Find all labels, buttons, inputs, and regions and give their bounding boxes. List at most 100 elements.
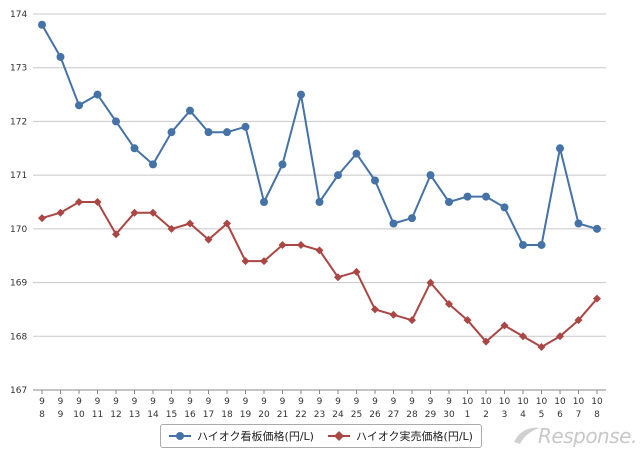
x-tick-label-day: 14 xyxy=(147,410,159,420)
data-point-posted-price xyxy=(445,198,453,206)
data-point-posted-price xyxy=(56,52,65,61)
x-tick-label-month: 9 xyxy=(132,397,138,407)
x-tick-label-day: 21 xyxy=(277,410,288,420)
data-point-actual-price xyxy=(186,219,194,228)
x-tick-label-month: 9 xyxy=(280,397,286,407)
x-tick-label-day: 19 xyxy=(240,410,252,420)
watermark-text: Response. xyxy=(538,424,637,448)
x-tick-label-day: 8 xyxy=(594,410,600,420)
x-tick-label-month: 10 xyxy=(517,397,529,407)
x-tick-label-month: 9 xyxy=(391,397,397,407)
data-point-posted-price xyxy=(93,90,102,99)
x-tick-label-day: 29 xyxy=(425,410,437,420)
x-tick-label-day: 8 xyxy=(39,410,45,420)
data-point-posted-price xyxy=(241,122,250,131)
x-tick-label-month: 9 xyxy=(428,397,434,407)
data-point-actual-price xyxy=(149,208,157,217)
x-tick-label-day: 5 xyxy=(539,410,545,420)
x-tick-label-month: 10 xyxy=(591,397,603,407)
swoosh-logo-icon xyxy=(514,427,540,444)
data-point-actual-price xyxy=(408,316,416,325)
data-point-posted-price xyxy=(204,128,213,137)
series-line-actual-price xyxy=(41,201,598,348)
series-line-posted-price xyxy=(41,24,598,246)
data-point-actual-price xyxy=(56,208,65,217)
data-point-posted-price xyxy=(593,224,601,233)
x-tick-label-month: 9 xyxy=(335,397,341,407)
data-point-posted-price xyxy=(315,198,324,206)
x-tick-label-month: 10 xyxy=(536,397,548,407)
x-tick-label-month: 9 xyxy=(409,397,415,407)
data-point-posted-price xyxy=(463,192,472,201)
x-tick-label-day: 1 xyxy=(465,410,471,420)
x-tick-label-day: 3 xyxy=(502,410,508,420)
data-point-actual-price xyxy=(167,224,176,233)
data-point-posted-price xyxy=(371,176,379,185)
data-point-actual-price xyxy=(352,267,361,276)
data-point-actual-price xyxy=(537,343,546,352)
data-point-actual-price xyxy=(241,257,250,266)
x-tick-label-month: 9 xyxy=(76,397,82,407)
x-tick-label-day: 24 xyxy=(332,410,344,420)
data-point-posted-price xyxy=(408,214,416,223)
data-point-actual-price xyxy=(75,198,83,206)
grid-lines xyxy=(33,13,606,391)
y-tick-label: 172 xyxy=(10,117,27,127)
x-tick-label-day: 7 xyxy=(576,410,582,420)
x-tick-label-day: 9 xyxy=(58,410,64,420)
x-axis: 9899910911912913914915916917918919920921… xyxy=(33,389,606,420)
x-tick-label-month: 10 xyxy=(480,397,492,407)
data-point-actual-price xyxy=(334,273,342,282)
x-tick-label-month: 9 xyxy=(206,397,212,407)
data-point-actual-price xyxy=(463,316,472,325)
x-tick-label-month: 9 xyxy=(224,397,230,407)
x-tick-label-day: 13 xyxy=(129,410,140,420)
x-tick-label-month: 9 xyxy=(39,397,45,407)
data-point-actual-price xyxy=(426,278,435,287)
data-point-actual-price xyxy=(519,332,527,341)
data-point-posted-price xyxy=(75,101,83,110)
data-point-actual-price xyxy=(297,240,305,249)
data-point-posted-price xyxy=(556,144,564,153)
x-tick-label-month: 9 xyxy=(169,397,175,407)
data-point-posted-price xyxy=(574,219,583,228)
response-watermark-logo: Response. xyxy=(512,422,637,448)
y-tick-label: 170 xyxy=(10,225,27,235)
y-tick-label: 167 xyxy=(10,386,27,396)
data-point-actual-price xyxy=(593,294,601,303)
x-tick-label-month: 9 xyxy=(95,397,101,407)
data-point-actual-price xyxy=(112,230,120,239)
x-tick-label-day: 15 xyxy=(166,410,177,420)
legend-circle-marker-icon xyxy=(169,432,191,440)
data-point-actual-price xyxy=(260,257,268,266)
x-tick-label-month: 9 xyxy=(243,397,249,407)
x-tick-label-month: 9 xyxy=(372,397,378,407)
x-tick-label-day: 4 xyxy=(520,410,526,420)
x-tick-label-day: 12 xyxy=(110,410,121,420)
x-tick-label-month: 9 xyxy=(298,397,304,407)
x-tick-label-day: 23 xyxy=(314,410,325,420)
x-tick-label-day: 25 xyxy=(351,410,362,420)
y-tick-label: 169 xyxy=(10,279,27,289)
x-tick-label-month: 9 xyxy=(446,397,452,407)
x-tick-label-day: 17 xyxy=(203,410,214,420)
data-point-posted-price xyxy=(537,240,546,249)
x-tick-label-day: 30 xyxy=(443,410,455,420)
data-point-posted-price xyxy=(500,203,509,212)
data-point-actual-price xyxy=(574,316,583,325)
data-point-actual-price xyxy=(482,337,490,346)
x-tick-label-day: 28 xyxy=(406,410,418,420)
data-point-posted-price xyxy=(278,160,287,169)
x-tick-label-day: 20 xyxy=(258,410,270,420)
data-point-posted-price xyxy=(482,192,490,201)
x-tick-label-day: 11 xyxy=(92,410,103,420)
x-tick-label-month: 9 xyxy=(113,397,119,407)
series-lines xyxy=(41,24,598,348)
series-markers xyxy=(38,20,601,352)
x-tick-label-month: 9 xyxy=(58,397,64,407)
data-point-actual-price xyxy=(223,219,231,228)
legend-label-posted-price: ハイオク看板価格(円/L) xyxy=(197,430,314,443)
legend-item-posted-price: ハイオク看板価格(円/L) xyxy=(169,428,314,444)
legend-item-actual-price: ハイオク実売価格(円/L) xyxy=(327,428,473,444)
